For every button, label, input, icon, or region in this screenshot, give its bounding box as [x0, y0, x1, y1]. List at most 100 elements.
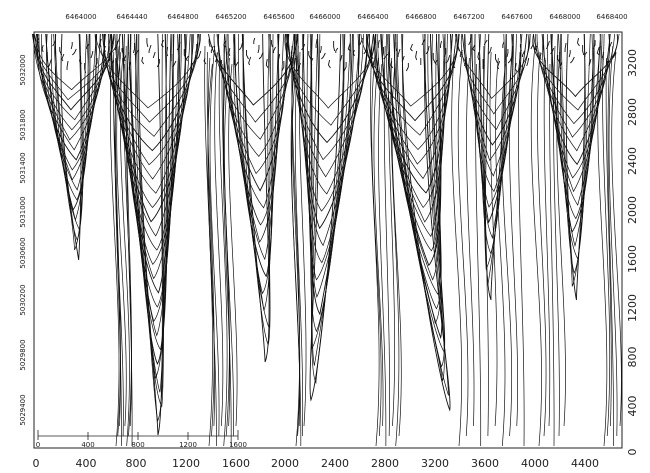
left-axis-tick: 5031400 [19, 152, 27, 183]
contour-line [185, 55, 189, 62]
contour-line [172, 60, 177, 68]
contour-line [86, 43, 90, 49]
contour-line [489, 51, 498, 427]
contour-line [123, 54, 127, 62]
contour-line [612, 48, 617, 59]
contour-line [248, 56, 252, 66]
contour-line [311, 33, 346, 385]
contour-line [183, 49, 187, 60]
contour-line [273, 46, 276, 53]
right-axis-tick: 2000 [626, 196, 639, 224]
contour-line [466, 57, 475, 427]
contour-line [381, 33, 446, 252]
contour-line [432, 53, 436, 64]
contour-line [32, 33, 105, 141]
contour-line [311, 33, 344, 366]
contour-line [444, 48, 447, 58]
contour-line [468, 38, 472, 46]
contour-line [592, 40, 596, 50]
contour-line [605, 57, 612, 427]
contour-line [121, 48, 125, 56]
contour-line [48, 58, 52, 68]
top-axis-tick: 6468400 [596, 13, 627, 21]
contour-line [301, 33, 354, 281]
contour-line [295, 33, 369, 195]
bottom-axis-tick: 800 [126, 457, 147, 470]
contour-line [100, 33, 199, 123]
right-axis-tick: 1200 [626, 294, 639, 322]
contour-line [611, 51, 622, 427]
contour-line [41, 44, 44, 53]
contour-line [114, 40, 119, 51]
contour-line [130, 33, 175, 351]
contour-line [160, 39, 164, 48]
contour-line [391, 63, 402, 437]
contour-line [52, 39, 57, 47]
contour-line [459, 49, 463, 57]
contour-line [146, 38, 149, 48]
contour-line [383, 45, 390, 437]
contour-line [203, 57, 207, 65]
contour-line [390, 57, 400, 447]
contour-line [72, 48, 77, 56]
contour-line [46, 33, 97, 191]
contour-line [602, 51, 611, 437]
contour-line [445, 54, 451, 64]
contour-line [285, 41, 289, 48]
contour-line [440, 40, 442, 48]
top-axis-tick: 6468000 [549, 13, 580, 21]
contour-line [209, 45, 220, 437]
contour-line [532, 33, 618, 98]
contour-line [557, 55, 561, 64]
contour-line [222, 51, 232, 447]
contour-line [70, 42, 73, 50]
contour-line [477, 51, 480, 61]
top-axis-tick: 6465600 [263, 13, 294, 21]
contour-line [475, 63, 482, 447]
contour-line [66, 60, 69, 70]
contour-line [395, 42, 398, 52]
top-axis-tick: 6464800 [167, 13, 198, 21]
right-axis-tick: 800 [626, 347, 639, 368]
contour-line [373, 57, 384, 427]
contour-line [415, 50, 418, 61]
contour-line [401, 55, 405, 63]
contour-line [128, 61, 131, 70]
contour-line [534, 45, 538, 52]
contour-line [584, 51, 588, 57]
right-axis-tick: 2400 [626, 147, 639, 175]
contour-line [469, 33, 517, 208]
contour-line [294, 45, 304, 437]
contour-line [110, 59, 115, 68]
contour-line [397, 48, 401, 57]
contour-line [377, 39, 380, 48]
top-axis-tick: 6466400 [357, 13, 388, 21]
contour-line [434, 59, 438, 66]
contour-line [556, 51, 566, 427]
contour-line [127, 33, 173, 337]
contour-line [390, 60, 394, 69]
bottom-axis-tick: 4400 [571, 457, 599, 470]
contour-line [352, 49, 355, 57]
top-axis-tick: 6464000 [65, 13, 96, 21]
right-axis-tick: 3200 [626, 49, 639, 77]
contour-line [116, 51, 127, 427]
contour-line [277, 53, 281, 63]
contour-line [519, 44, 522, 52]
contour-line [546, 40, 550, 50]
contour-line [514, 62, 518, 73]
contour-line [483, 45, 489, 437]
contour-line [59, 47, 63, 56]
contour-line [472, 44, 476, 52]
contour-line [176, 41, 181, 51]
contour-line [359, 37, 364, 46]
contour-line [234, 33, 280, 278]
contour-line [495, 57, 506, 447]
contour-line [310, 33, 345, 350]
scale-bar-tick: 800 [131, 441, 144, 449]
contour-line [302, 33, 361, 264]
contour-line [530, 39, 534, 50]
contour-line [126, 51, 133, 447]
bottom-axis-tick: 3600 [471, 457, 499, 470]
contour-line [582, 45, 585, 56]
